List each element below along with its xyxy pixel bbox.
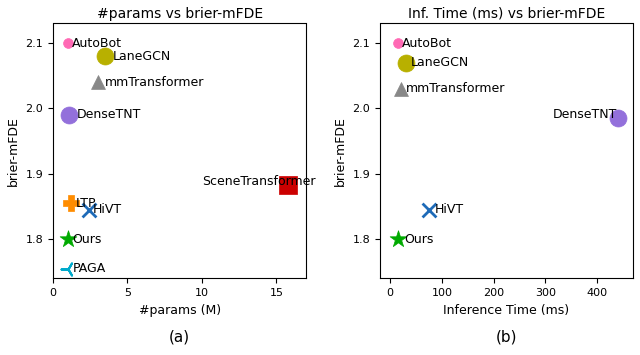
- Text: Ours: Ours: [404, 233, 433, 246]
- Text: HiVT: HiVT: [93, 203, 122, 216]
- Text: LaneGCN: LaneGCN: [411, 56, 469, 69]
- Point: [64, 112, 74, 118]
- Point: [284, 182, 294, 188]
- Y-axis label: brier-mFDE: brier-mFDE: [334, 116, 347, 186]
- Point: [66, 200, 76, 206]
- Text: mmTransformer: mmTransformer: [406, 82, 505, 95]
- Point: [424, 207, 434, 213]
- Point: [401, 60, 411, 66]
- Text: DenseTNT: DenseTNT: [77, 109, 141, 121]
- Title: Inf. Time (ms) vs brier-mFDE: Inf. Time (ms) vs brier-mFDE: [408, 7, 605, 21]
- Text: LTP: LTP: [76, 197, 96, 210]
- Point: [612, 115, 623, 121]
- X-axis label: Inference Time (ms): Inference Time (ms): [444, 304, 570, 317]
- Text: AutoBot: AutoBot: [72, 37, 122, 50]
- Point: [63, 40, 73, 46]
- Text: Ours: Ours: [72, 233, 102, 246]
- Text: (b): (b): [496, 329, 517, 344]
- Point: [63, 236, 73, 242]
- Point: [100, 53, 110, 59]
- Point: [63, 266, 73, 272]
- Text: mmTransformer: mmTransformer: [105, 76, 205, 89]
- Text: (a): (a): [169, 329, 190, 344]
- Y-axis label: brier-mFDE: brier-mFDE: [7, 116, 20, 186]
- Point: [396, 86, 406, 92]
- Point: [93, 80, 103, 85]
- Text: DenseTNT: DenseTNT: [553, 109, 618, 121]
- Text: LaneGCN: LaneGCN: [113, 50, 171, 63]
- Point: [84, 207, 94, 213]
- Title: #params vs brier-mFDE: #params vs brier-mFDE: [97, 7, 262, 21]
- Text: HiVT: HiVT: [435, 203, 464, 216]
- Text: PAGA: PAGA: [72, 262, 106, 275]
- Text: AutoBot: AutoBot: [402, 37, 452, 50]
- Point: [393, 40, 403, 46]
- Point: [393, 236, 403, 242]
- Text: SceneTransformer: SceneTransformer: [202, 175, 316, 188]
- X-axis label: #params (M): #params (M): [138, 304, 221, 317]
